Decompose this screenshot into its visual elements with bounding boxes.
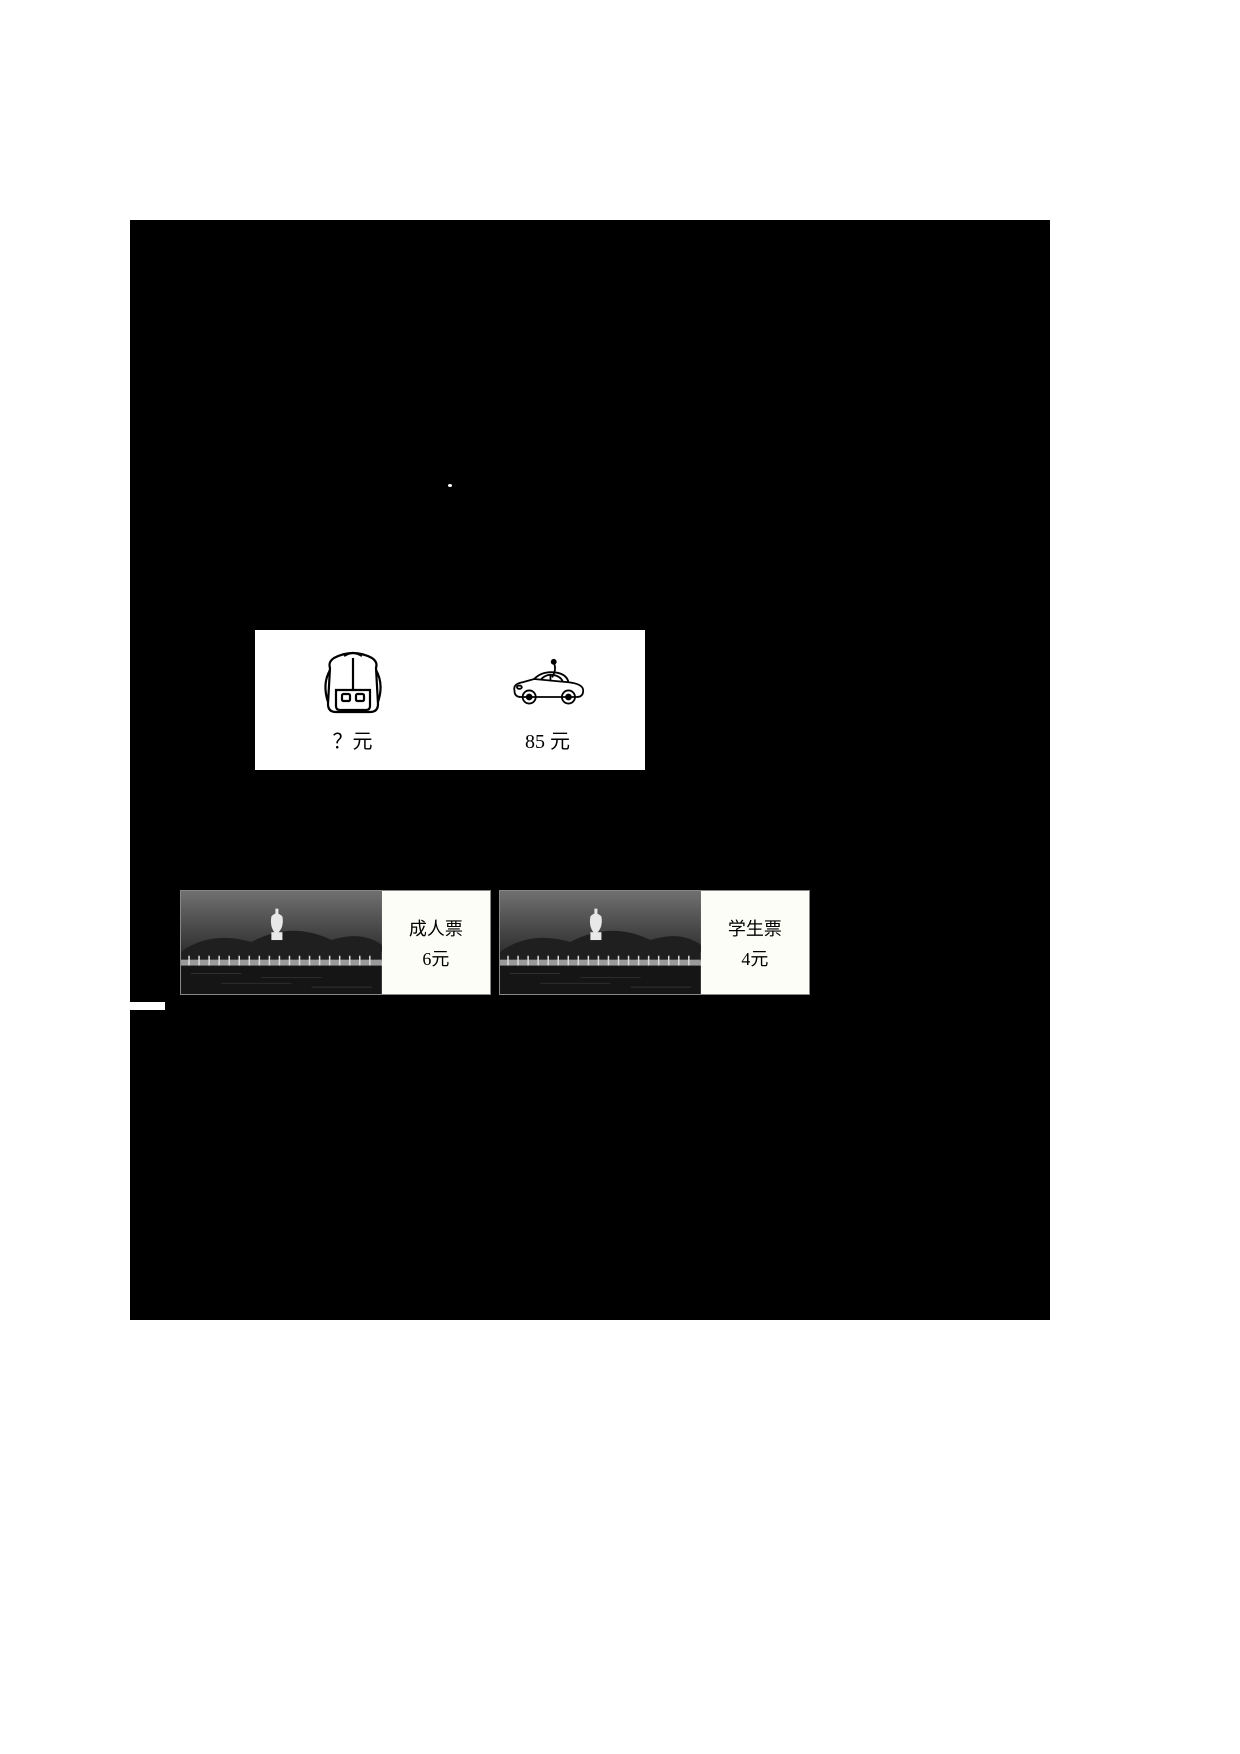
student-ticket-info: 学生票 4元 [701, 891, 809, 994]
product-backpack: ？元 [255, 646, 450, 754]
student-ticket-type: 学生票 [728, 915, 782, 941]
toy-car-icon [503, 646, 593, 721]
student-ticket-price: 4元 [741, 945, 768, 971]
backpack-icon [308, 646, 398, 721]
student-ticket: 学生票 4元 [499, 890, 810, 995]
products-box: ？元 [255, 630, 645, 770]
adult-ticket-info: 成人票 6元 [382, 891, 490, 994]
product-toy-car: 85 元 [450, 646, 645, 754]
tiny-white-mark [130, 1002, 165, 1010]
adult-ticket-type: 成人票 [409, 915, 463, 941]
adult-ticket: 成人票 6元 [180, 890, 491, 995]
small-dot [448, 484, 452, 487]
page-black-region: ？元 [130, 220, 1050, 1320]
adult-ticket-scene [181, 891, 382, 994]
student-ticket-scene [500, 891, 701, 994]
tickets-row: 成人票 6元 [180, 890, 810, 995]
backpack-price-label: ？元 [333, 725, 373, 754]
adult-ticket-price: 6元 [422, 945, 449, 971]
toy-car-price-label: 85 元 [525, 725, 570, 754]
